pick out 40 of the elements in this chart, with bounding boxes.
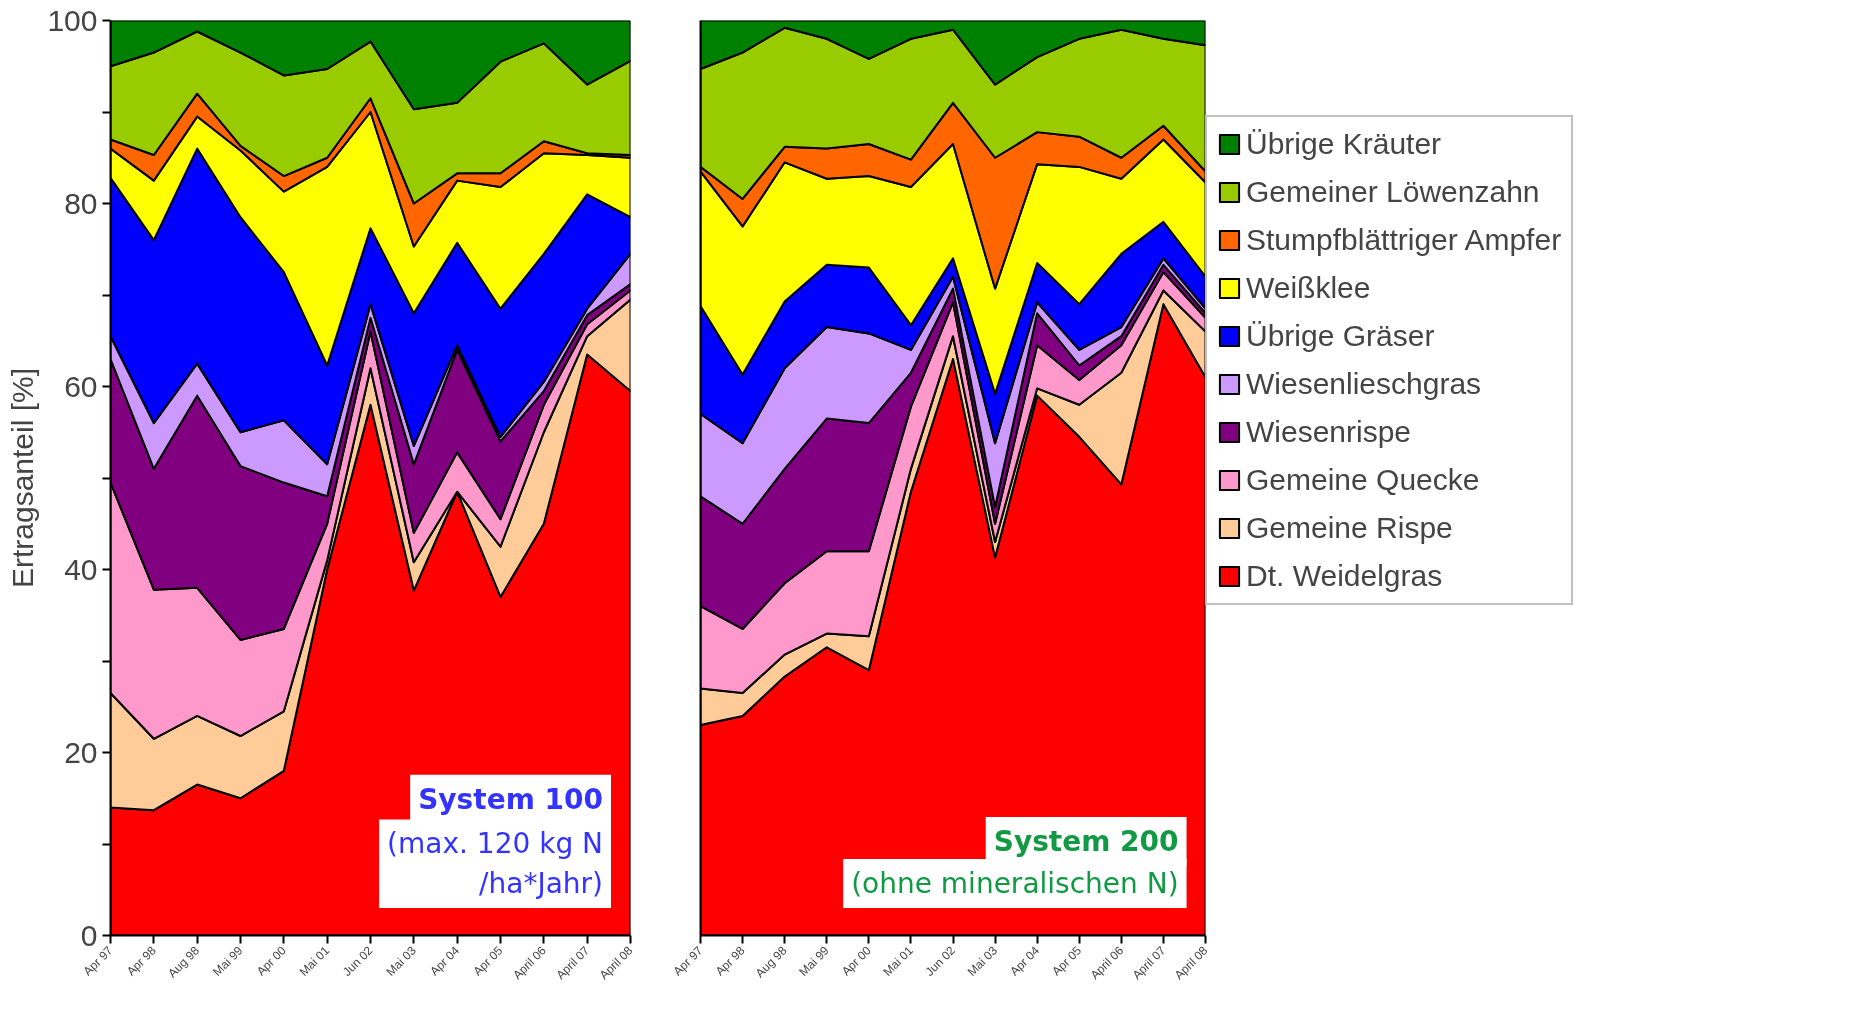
x-tick-label: Jun 02 (340, 943, 376, 979)
y-axis-title: Ertragsanteil [%] (6, 367, 40, 589)
annotation: (max. 120 kg N /ha*Jahr) (387, 827, 603, 901)
x-tick-label: Apr 00 (838, 943, 875, 979)
legend-label: Gemeine Rispe (1246, 511, 1453, 545)
x-tick-label: Apr 00 (253, 943, 290, 979)
y-tick-label: 100 (47, 3, 98, 37)
y-tick-label: 20 (64, 735, 98, 769)
annotation: System 200 (993, 824, 1179, 858)
legend-label: Wiesenlieschgras (1246, 367, 1482, 401)
legend-label: Übrige Gräser (1246, 319, 1435, 353)
x-tick-label: Aug 98 (165, 943, 203, 981)
legend-label: Übrige Kräuter (1246, 127, 1442, 161)
x-tick-label: Mai 01 (880, 943, 917, 979)
x-tick-label: Mai 99 (210, 943, 246, 979)
legend-label: Gemeine Quecke (1246, 463, 1480, 497)
x-tick-label: Apr 04 (1007, 943, 1043, 979)
annotation: System 100 (418, 782, 604, 816)
y-tick-label: 40 (64, 552, 98, 586)
legend-label: Wiesenrispe (1246, 415, 1412, 449)
x-tick-label: Mai 99 (796, 943, 832, 979)
legend-label: Gemeiner Löwenzahn (1246, 175, 1540, 209)
legend-label: Stumpfblättriger Ampfer (1246, 223, 1562, 257)
x-tick-label: Apr 97 (670, 943, 706, 979)
y-tick-label: 60 (64, 369, 98, 403)
y-tick-label: 80 (64, 186, 98, 220)
x-tick-label: Mai 03 (964, 943, 1001, 979)
legend-label: Weißklee (1246, 271, 1371, 305)
annotation: (ohne mineralischen N) (851, 867, 1179, 901)
x-tick-label: Apr 98 (712, 943, 748, 979)
legend-label: Dt. Weidelgras (1246, 559, 1443, 593)
x-tick-label: Mai 03 (383, 943, 420, 979)
x-tick-label: Mai 01 (296, 943, 333, 979)
x-tick-label: Aug 98 (752, 943, 790, 981)
x-tick-label: Jun 02 (922, 943, 959, 979)
x-tick-label: Apr 05 (470, 943, 506, 979)
y-tick-label: 0 (80, 918, 98, 952)
x-tick-label: Apr 04 (427, 943, 463, 979)
x-tick-label: Apr 98 (123, 943, 160, 979)
x-tick-label: Apr 05 (1049, 943, 1085, 979)
